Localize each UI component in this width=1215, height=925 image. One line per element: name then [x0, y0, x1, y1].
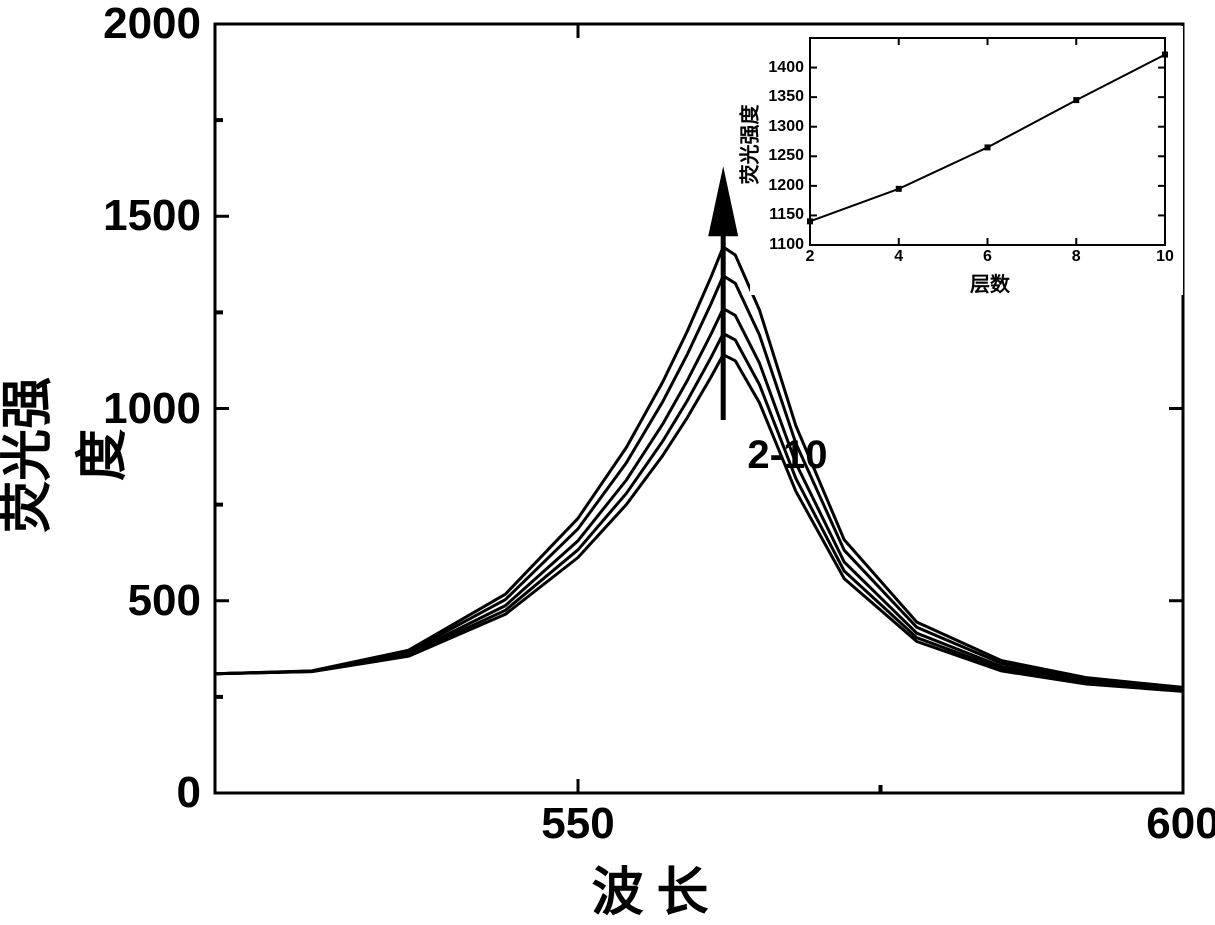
curve-range-annotation: 2-10 — [747, 433, 827, 478]
main-xtick-label: 550 — [541, 799, 614, 849]
main-x-axis-label: 波 长 — [530, 850, 770, 925]
inset-ytick-label: 1100 — [744, 236, 804, 254]
main-ytick-label: 0 — [61, 768, 201, 818]
main-ytick-label: 1500 — [61, 191, 201, 241]
inset-ytick-label: 1400 — [744, 59, 804, 77]
inset-x-axis-label: 层数 — [940, 268, 1040, 297]
main-curve — [215, 309, 1183, 690]
main-curve — [215, 276, 1183, 689]
inset-backdrop — [750, 26, 1183, 295]
inset-ytick-label: 1300 — [744, 118, 804, 136]
inset-xtick-label: 6 — [983, 248, 992, 266]
main-curve — [215, 334, 1183, 691]
main-curve — [215, 355, 1183, 692]
main-ytick-label: 1000 — [61, 384, 201, 434]
main-ytick-label: 500 — [61, 576, 201, 626]
inset-ytick-label: 1150 — [744, 206, 804, 224]
inset-ytick-label: 1250 — [744, 147, 804, 165]
inset-ytick-label: 1350 — [744, 88, 804, 106]
inset-marker — [896, 186, 902, 192]
inset-xtick-label: 8 — [1072, 248, 1081, 266]
inset-marker — [807, 218, 813, 224]
inset-marker — [1162, 52, 1168, 58]
inset-ytick-label: 1200 — [744, 177, 804, 195]
inset-xtick-label: 2 — [806, 248, 815, 266]
main-curve — [215, 247, 1183, 687]
main-ytick-label: 2000 — [61, 0, 201, 49]
inset-xtick-label: 4 — [894, 248, 903, 266]
inset-marker — [1073, 97, 1079, 103]
inset-marker — [985, 144, 991, 150]
figure-container: 荧光强度 波 长 荧光强度 层数 05001000150020005506002… — [0, 0, 1215, 918]
inset-xtick-label: 10 — [1156, 248, 1174, 266]
main-xtick-label: 600 — [1146, 799, 1215, 849]
